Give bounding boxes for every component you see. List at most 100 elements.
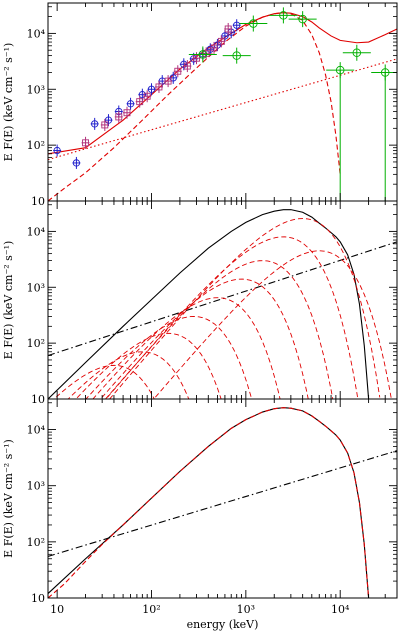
data-point	[126, 97, 135, 110]
y-tick-label: 10	[31, 195, 45, 208]
data-point	[122, 106, 131, 119]
middle-panel: 10 10² 10³ 10⁴ E F(E) (keV cm⁻² s⁻¹)	[2, 200, 398, 406]
x-tick-label: 10³	[237, 603, 255, 616]
data-point	[72, 156, 81, 169]
axes-frame	[47, 2, 398, 202]
circle-marker	[72, 159, 81, 167]
data-point	[100, 118, 109, 131]
top-panel: 10 10² 10³ 10⁴ E F(E) (keV cm⁻² s⁻¹)	[2, 2, 398, 208]
series-line-2	[48, 58, 397, 161]
series-line-1	[48, 12, 341, 201]
square-marker	[193, 54, 200, 62]
square-marker	[136, 98, 144, 106]
square-marker	[174, 67, 182, 75]
series-line-0	[48, 407, 370, 598]
square-marker	[210, 44, 218, 52]
data-point	[90, 117, 99, 130]
component-line-6	[104, 260, 334, 399]
circle-marker	[233, 21, 241, 29]
square-marker	[101, 121, 109, 129]
data-point	[53, 144, 62, 157]
y-tick-label: 10	[31, 393, 45, 406]
circle-marker	[249, 19, 258, 28]
x-axis-label: energy (keV)	[187, 618, 259, 631]
component-line-0	[53, 364, 155, 399]
circle-marker	[126, 100, 135, 108]
circle-marker	[352, 48, 362, 58]
data-point	[147, 83, 156, 96]
component-line-9	[153, 250, 392, 399]
circle-marker	[91, 120, 99, 128]
data-point	[342, 44, 371, 61]
data-point	[81, 136, 90, 149]
data-point	[222, 47, 251, 64]
data-point	[164, 75, 173, 88]
data-point	[135, 95, 144, 108]
data-point	[269, 7, 298, 24]
data-point	[104, 114, 113, 127]
axes-frame	[47, 398, 398, 599]
data-point	[143, 90, 152, 103]
y-tick-label: 10⁴	[27, 27, 46, 40]
circle-marker	[198, 50, 208, 59]
data-point	[114, 110, 123, 123]
data-point	[239, 15, 268, 32]
data-point	[173, 65, 182, 78]
y-tick-label: 10²	[27, 536, 45, 549]
square-marker	[123, 109, 131, 117]
data-point	[154, 80, 163, 93]
square-marker	[82, 139, 89, 147]
series-line-0	[48, 209, 370, 399]
data-point	[210, 41, 219, 54]
circle-marker	[206, 45, 214, 53]
circle-marker	[298, 14, 307, 24]
component-line-1	[67, 351, 190, 399]
bottom-panel: 10 10² 10³ 10⁴ 10 10² 10³ 10⁴ E F(E) (keV cm⁻² s…	[2, 398, 398, 631]
plot-area	[48, 407, 397, 598]
y-axis-label: E F(E) (keV cm⁻² s⁻¹)	[2, 241, 15, 360]
component-line-8	[109, 218, 381, 399]
y-tick-label: 10⁴	[27, 424, 46, 437]
x-tick-label: 10	[50, 603, 64, 616]
x-tick-label: 10⁴	[331, 603, 350, 616]
data-point	[224, 22, 233, 35]
data-point	[232, 19, 241, 32]
series-line-1	[48, 241, 397, 357]
circle-marker	[279, 11, 288, 20]
component-line-4	[92, 297, 281, 399]
y-tick-label: 10³	[27, 480, 45, 493]
square-marker	[217, 37, 225, 45]
y-tick-label: 10³	[27, 83, 45, 96]
data-point	[206, 43, 215, 56]
circle-marker	[53, 146, 61, 155]
y-axis-label: E F(E) (keV cm⁻² s⁻¹)	[2, 43, 15, 162]
data-point	[188, 46, 217, 63]
circle-marker	[232, 51, 241, 60]
square-marker	[183, 62, 191, 70]
square-marker	[164, 77, 172, 85]
square-marker	[115, 113, 123, 121]
series-line-1	[48, 407, 370, 598]
series-line-2	[48, 450, 397, 557]
x-tick-label: 10²	[142, 603, 160, 616]
y-tick-label: 10³	[27, 281, 45, 294]
y-tick-label: 10⁴	[27, 225, 46, 238]
data-point	[217, 35, 226, 48]
square-marker	[155, 83, 163, 91]
y-tick-label: 10²	[27, 139, 45, 152]
circle-marker	[138, 91, 147, 99]
y-axis-label: E F(E) (keV cm⁻² s⁻¹)	[2, 439, 15, 558]
plot-area	[48, 7, 397, 201]
plot-area	[48, 209, 397, 399]
component-line-7	[105, 236, 359, 399]
data-point	[288, 11, 317, 28]
circle-marker	[147, 85, 156, 93]
y-tick-label: 10²	[27, 337, 45, 350]
data-point	[183, 60, 192, 73]
square-marker	[224, 25, 232, 33]
axes-frame	[47, 200, 398, 400]
square-marker	[143, 92, 151, 100]
y-tick-label: 10	[31, 592, 45, 605]
component-line-3	[85, 316, 253, 399]
